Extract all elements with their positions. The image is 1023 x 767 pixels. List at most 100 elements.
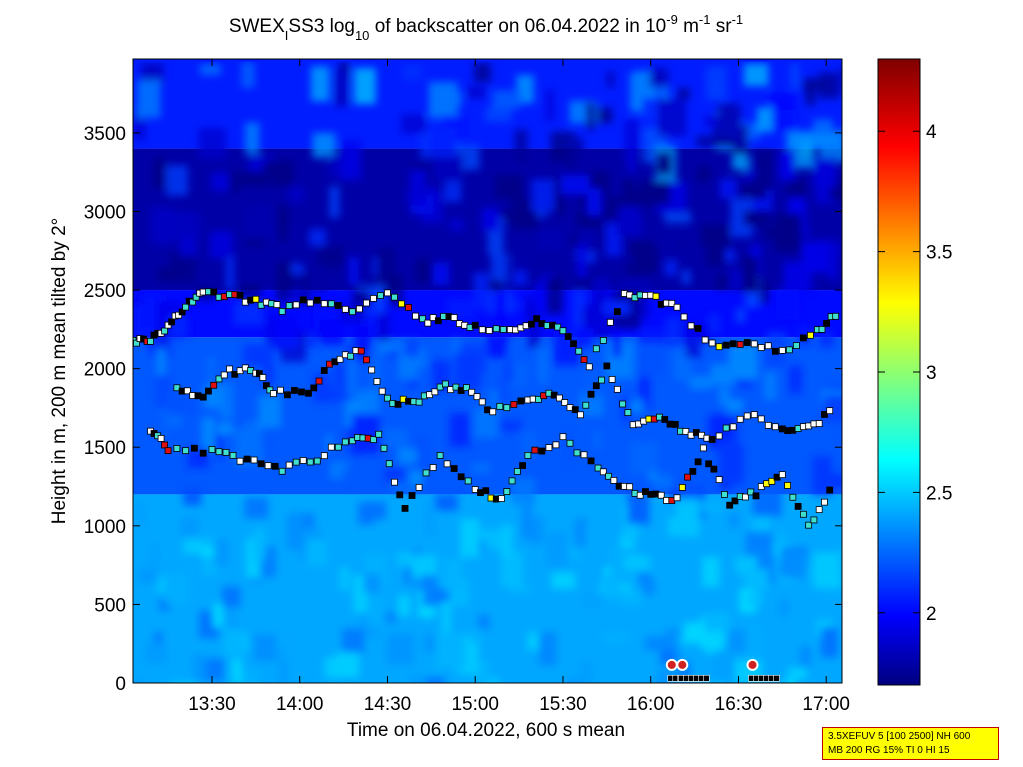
field-cell (222, 586, 241, 608)
field-cell (424, 501, 436, 536)
field-cell (156, 338, 166, 378)
layer-marker (715, 476, 723, 484)
x-tick-label: 15:00 (451, 694, 499, 715)
layer-marker (764, 342, 772, 350)
field-cell (812, 552, 842, 589)
layer-marker (652, 292, 660, 300)
field-cell (821, 587, 842, 602)
layer-marker (243, 455, 251, 463)
layer-marker (310, 384, 318, 392)
field-cell (675, 499, 700, 537)
field-cell (770, 630, 792, 667)
layer-marker (205, 387, 212, 395)
field-cell (134, 502, 146, 527)
field-cell (774, 213, 802, 253)
layer-marker (771, 423, 779, 431)
field-cell (338, 566, 350, 592)
field-cell (169, 682, 198, 683)
field-cell (166, 392, 197, 416)
field-cell (654, 473, 672, 490)
field-cell (714, 650, 736, 680)
layer-marker (384, 289, 391, 297)
field-cell (501, 551, 523, 588)
layer-marker (320, 300, 328, 308)
field-cell (270, 317, 299, 348)
field-cell (183, 488, 202, 506)
x-tick-label: 14:00 (276, 694, 324, 715)
field-cell (407, 374, 417, 387)
layer-marker (598, 376, 605, 384)
layer-marker (538, 447, 546, 455)
layer-marker (269, 390, 277, 398)
layer-marker (257, 460, 265, 468)
layer-marker (492, 325, 500, 333)
field-cell (243, 344, 273, 366)
field-cell (801, 241, 828, 273)
layer-marker (575, 347, 583, 355)
colorbar-tick-label: 3.5 (926, 243, 952, 264)
layer-marker (391, 293, 398, 301)
field-cell (378, 341, 396, 352)
layer-markers (133, 288, 840, 682)
colorbar-tick-label: 2 (926, 604, 937, 625)
layer-marker (266, 386, 274, 394)
field-cell (324, 433, 334, 453)
layer-marker (498, 495, 505, 502)
field-cell (627, 158, 636, 173)
layer-marker (405, 304, 412, 311)
layer-marker (355, 305, 363, 313)
layer-marker (736, 341, 744, 348)
field-cell (434, 493, 458, 511)
field-cell (560, 175, 590, 195)
field-cell (435, 632, 465, 669)
layer-marker (262, 382, 270, 390)
field-cell (422, 574, 437, 607)
layer-marker (499, 326, 507, 333)
layer-marker (580, 356, 588, 364)
field-cell (313, 272, 327, 291)
field-cell (742, 157, 753, 183)
field-cell (606, 71, 615, 88)
field-cell (481, 208, 500, 232)
layer-marker (184, 387, 191, 395)
field-cell (839, 544, 842, 578)
field-cell (135, 679, 146, 683)
layer-marker (606, 318, 614, 326)
layer-marker (736, 415, 744, 423)
layer-marker (485, 327, 493, 334)
layer-marker (605, 472, 612, 480)
layer-marker (722, 341, 730, 349)
layer-marker (513, 468, 521, 475)
field-cell (402, 64, 423, 81)
field-cell (377, 312, 390, 342)
field-cell (624, 555, 650, 570)
y-tick-label: 2000 (84, 360, 126, 381)
layer-marker (291, 387, 298, 394)
field-cell (473, 62, 491, 83)
layer-marker (689, 468, 697, 475)
field-cell (799, 646, 812, 668)
field-cell (763, 227, 784, 239)
layer-marker (236, 457, 244, 465)
field-cell (538, 632, 557, 666)
layer-marker (424, 319, 432, 327)
layer-marker (701, 336, 709, 344)
field-cell (384, 467, 407, 482)
layer-marker (189, 298, 197, 306)
field-cell (602, 632, 631, 644)
field-cell (231, 658, 243, 683)
field-cell (190, 218, 202, 230)
colorbar-tick-label: 4 (926, 122, 937, 143)
field-cell (328, 261, 337, 275)
layer-marker (473, 393, 481, 401)
layer-marker (463, 384, 470, 391)
field-cell (401, 114, 426, 134)
field-cell (521, 502, 534, 539)
field-cell (403, 338, 420, 357)
field-cell (554, 176, 565, 216)
layer-marker (708, 339, 716, 347)
layer-marker (441, 380, 449, 388)
field-cell (214, 539, 229, 566)
layer-marker (757, 344, 765, 351)
layer-marker (264, 462, 272, 470)
